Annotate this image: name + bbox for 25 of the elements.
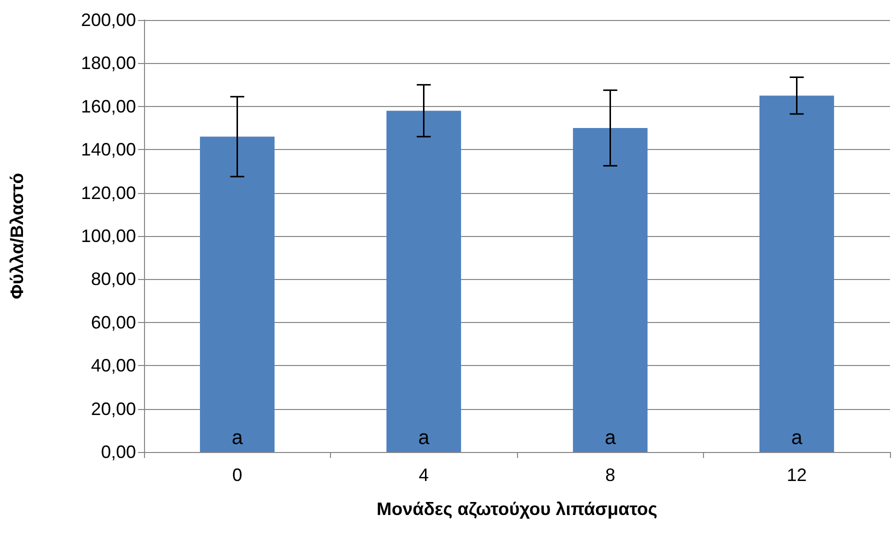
bar [200,136,275,452]
y-tick-label: 0,00 [100,442,136,462]
y-tick-label: 120,00 [80,182,136,203]
y-tick-label: 20,00 [90,398,136,419]
y-tick-label: 140,00 [80,140,136,160]
y-tick-label: 80,00 [90,269,136,290]
y-tick-label: 60,00 [90,312,136,332]
annotation: a [232,427,244,449]
annotation: a [791,427,804,449]
y-tick-label: 40,00 [90,356,136,376]
y-tick-label: 200,00 [80,10,136,30]
y-axis-title: Φύλλα/Βλαστό [7,172,27,300]
y-tick-label: 180,00 [80,53,136,74]
y-tick-label: 100,00 [80,226,136,246]
annotation: a [418,427,430,449]
annotation: a [604,427,617,449]
y-tick-label: 160,00 [80,96,136,116]
x-tick-label: 8 [605,465,616,485]
bar [572,128,648,452]
bar [759,96,834,452]
x-axis-title: Μονάδες αζωτούχου λιπάσματος [376,499,658,519]
x-tick-label: 12 [786,465,807,485]
x-tick-label: 0 [232,465,242,485]
x-tick-label: 4 [418,465,429,485]
bar [386,110,462,452]
